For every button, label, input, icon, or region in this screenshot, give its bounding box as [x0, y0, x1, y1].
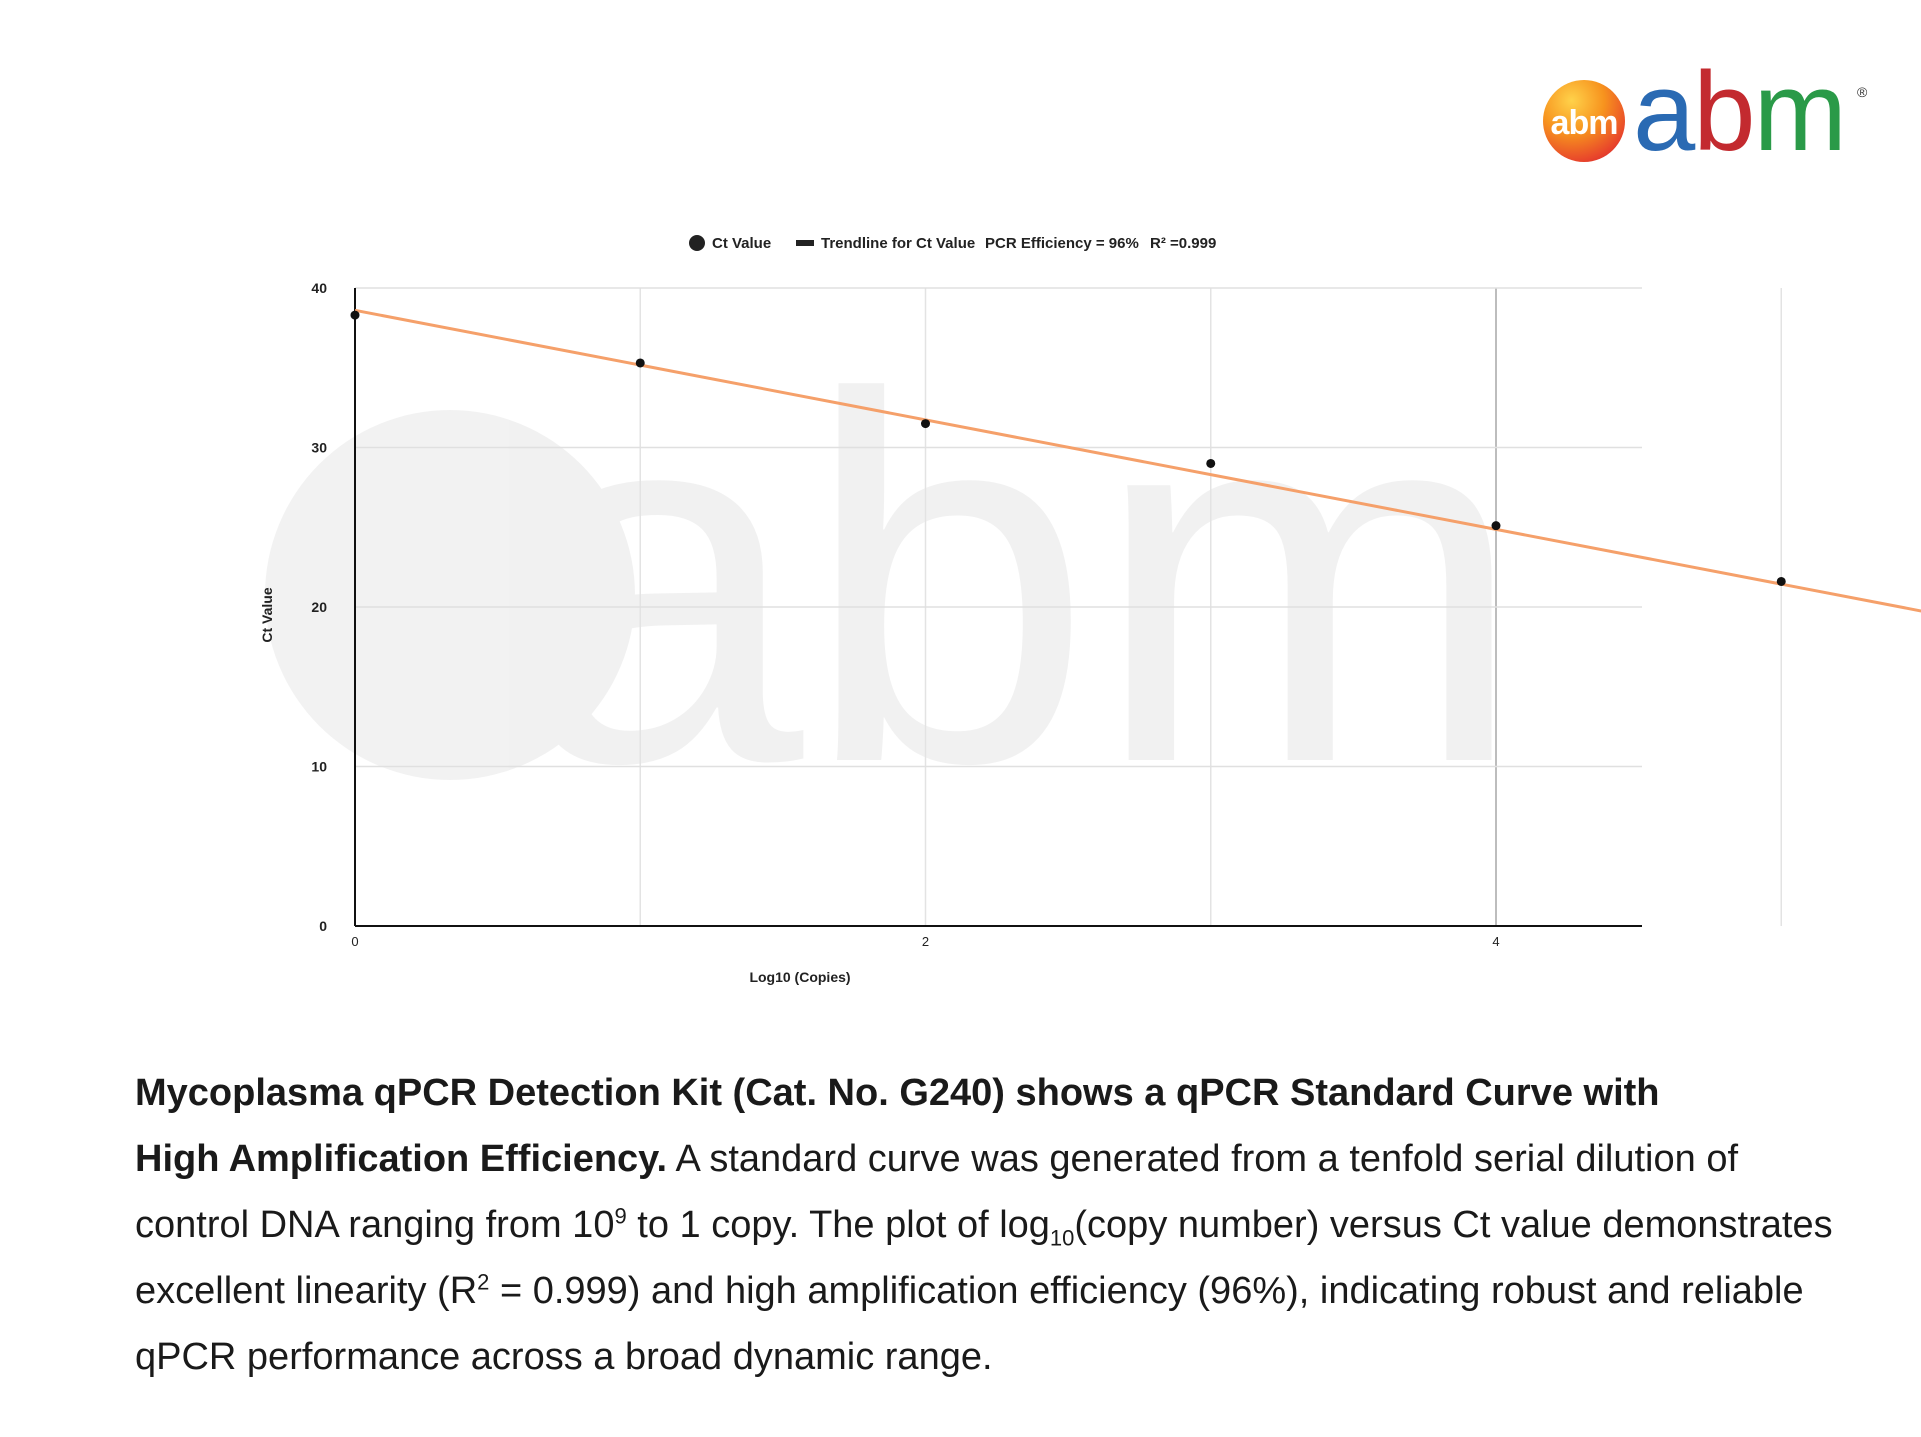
legend: Ct Value Trendline for Ct Value PCR Effi… [689, 235, 1216, 252]
y-tick-label: 30 [311, 440, 327, 456]
data-point [635, 358, 645, 368]
data-point [350, 310, 360, 320]
caption-sub-1: 10 [1049, 1225, 1075, 1251]
y-tick-label: 10 [311, 759, 327, 775]
abm-logo: abm abm ® [1535, 56, 1875, 170]
legend-efficiency: PCR Efficiency = 96% [985, 235, 1139, 252]
watermark-wordmark: abm [514, 290, 1526, 871]
legend-trend-label: Trendline for Ct Value [821, 235, 975, 252]
legend-ct-marker [689, 235, 705, 251]
x-tick-label: 4 [1492, 934, 1499, 949]
y-tick-label: 0 [319, 918, 327, 934]
abm-logo-letter-a: a [1633, 49, 1695, 174]
caption-sup-1: 9 [614, 1203, 627, 1229]
caption-text-2: to 1 copy. The plot of log [626, 1204, 1050, 1246]
y-axis-label: Ct Value [259, 587, 275, 642]
x-tick-label: 0 [351, 934, 358, 949]
caption-text-1: A standard curve was generated from a te… [135, 1138, 1739, 1246]
caption-sup-2: 2 [477, 1269, 490, 1295]
abm-logo-wordmark: abm [1633, 56, 1847, 168]
caption-bold-1: Mycoplasma qPCR Detection Kit (Cat. No. … [135, 1072, 1660, 1114]
axes [354, 288, 1642, 927]
abm-logo-letter-b: b [1693, 49, 1755, 174]
x-axis-label: Log10 (Copies) [749, 969, 850, 985]
trendline-layer [354, 308, 1921, 613]
legend-r2: R² =0.999 [1150, 235, 1216, 252]
standard-curve-chart: abm Ct Value Trendline for Ct Value PCR … [259, 235, 1921, 985]
legend-trend-marker [796, 240, 814, 246]
figure-caption: Mycoplasma qPCR Detection Kit (Cat. No. … [135, 1060, 1835, 1390]
watermark: abm [265, 290, 1526, 871]
caption-bold-2: High Amplification Efficiency. [135, 1138, 668, 1180]
registered-mark: ® [1857, 84, 1868, 100]
legend-ct-label: Ct Value [712, 235, 771, 252]
data-point [1491, 521, 1501, 531]
tick-labels: 01020304002468 [311, 280, 1499, 949]
abm-logo-badge: abm [1543, 80, 1625, 162]
data-point [921, 419, 930, 429]
trendline [354, 308, 1921, 613]
data-point [1776, 576, 1786, 586]
data-point [1206, 458, 1216, 468]
abm-logo-badge-text: abm [1550, 104, 1619, 142]
y-tick-label: 20 [311, 599, 327, 615]
y-tick-label: 40 [311, 280, 327, 296]
caption-text-3: (copy number) versus Ct value demonstrat… [135, 1204, 1833, 1312]
abm-logo-letter-m: m [1753, 49, 1847, 174]
x-tick-label: 2 [922, 934, 929, 949]
points-layer [350, 310, 1786, 586]
caption-text-4: = 0.999) and high amplification efficien… [135, 1270, 1804, 1378]
watermark-badge [265, 410, 635, 780]
